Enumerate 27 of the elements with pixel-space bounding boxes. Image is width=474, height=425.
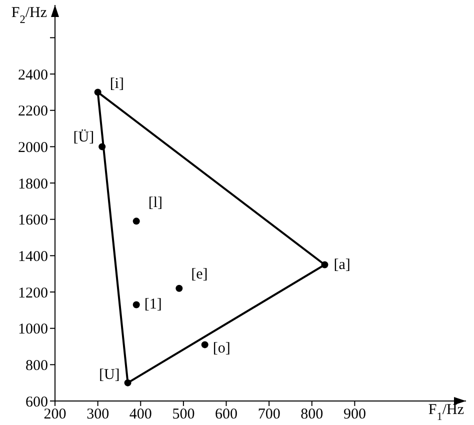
x-tick-label: 300	[86, 406, 110, 423]
x-tick-label: 700	[258, 406, 280, 423]
y-tick-label: 1400	[18, 249, 48, 266]
y-axis-title: F$_{2}$/Hz	[11, 5, 48, 26]
y-tick-label: 1800	[18, 176, 48, 192]
annotation: [o]	[212, 340, 230, 357]
y-tick-label: 2400	[18, 67, 48, 84]
x-tick-label: 200	[44, 406, 66, 423]
x-tick-label: 500	[172, 406, 195, 423]
x-tick-label: 400	[129, 406, 152, 423]
y-tick-label: 2200	[18, 104, 48, 120]
y-tick-label: 2000	[18, 140, 48, 156]
y-tick-label: 1200	[18, 285, 48, 302]
x-tick-label: 900	[343, 406, 366, 423]
annotation: [U]	[98, 366, 120, 383]
annotation: [Ü]	[73, 128, 94, 146]
x-tick-label: 800	[300, 406, 324, 423]
annotation: [1]	[144, 296, 162, 313]
x-tick-label: 600	[215, 406, 238, 423]
annotation: [a]	[334, 256, 350, 273]
x-axis-title: F$_{1}$/Hz	[428, 402, 464, 423]
y-tick-label: 1600	[18, 212, 48, 229]
annotation: [l]	[148, 195, 163, 212]
annotation: [i]	[110, 76, 124, 92]
annotation: [e]	[191, 266, 208, 282]
y-tick-label: 800	[26, 358, 48, 374]
y-tick-label: 1000	[18, 322, 48, 338]
